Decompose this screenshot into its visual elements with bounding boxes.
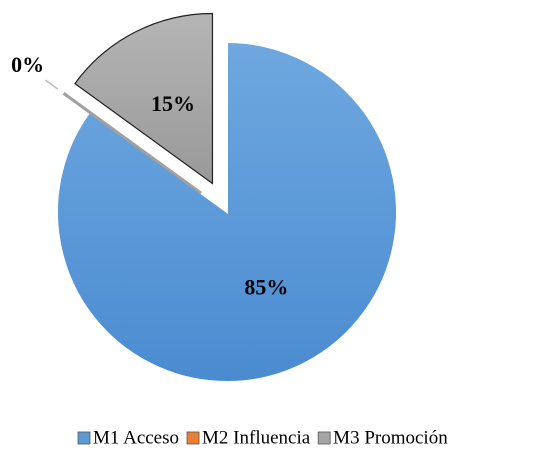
legend-label: M2 Influencia (202, 427, 311, 448)
data-label: 15% (151, 91, 195, 116)
legend-label: M3 Promoción (333, 427, 448, 448)
pie: 85% 0% 15% (11, 12, 398, 383)
pie-slice (62, 92, 202, 195)
data-label: 85% (244, 274, 288, 299)
data-label: 0% (11, 52, 44, 77)
legend-swatch (77, 431, 91, 445)
leader-line (45, 79, 59, 90)
legend-label: M1 Acceso (93, 427, 179, 448)
legend-swatch (186, 431, 200, 445)
pie-slice (56, 40, 398, 383)
pie-slice (74, 12, 214, 185)
legend-swatch (317, 431, 331, 445)
legend: M1 Acceso M2 Influencia M3 Promoción (77, 427, 448, 448)
